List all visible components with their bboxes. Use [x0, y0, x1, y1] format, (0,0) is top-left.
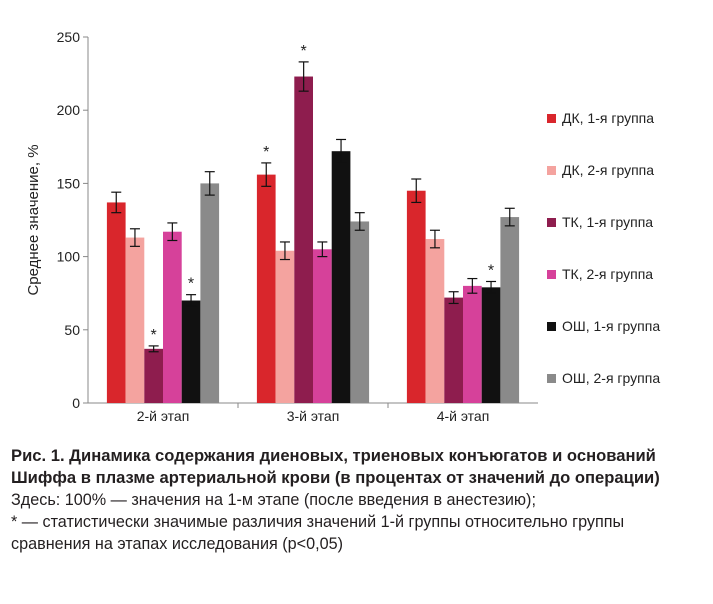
bar [481, 287, 501, 403]
legend: ДК, 1-я группа ДК, 2-я группа ТК, 1-я груп… [547, 92, 707, 404]
caption-note-2: * — статистически значимые различия знач… [11, 513, 625, 553]
legend-swatch [547, 269, 556, 279]
legend-label: ТК, 2-я группа [562, 266, 654, 282]
legend-label: ТК, 1-я группа [562, 214, 654, 230]
y-tick-label: 200 [57, 102, 81, 118]
figure-caption: Рис. 1. Динамика содержания диеновых, тр… [11, 445, 703, 555]
y-tick-label: 50 [64, 322, 80, 338]
bar [444, 297, 463, 403]
bar [163, 231, 182, 403]
bar [500, 217, 520, 403]
legend-swatch [547, 165, 556, 175]
legend-item: ОШ, 2-я группа [547, 352, 707, 404]
caption-title: Рис. 1. Динамика содержания диеновых, тр… [11, 446, 660, 487]
legend-swatch [547, 373, 556, 383]
bar [350, 221, 370, 403]
chart: 0 50 100 150 200 250 Среднее значение, % 2-й эт… [25, 29, 707, 424]
bar [275, 250, 295, 403]
bar [331, 151, 351, 403]
bar [313, 249, 332, 403]
y-axis-label: Среднее значение, % [25, 144, 42, 295]
y-tick-label: 0 [72, 395, 80, 411]
legend-swatch [547, 321, 556, 331]
legend-label: ОШ, 2-я группа [562, 370, 661, 386]
bar [144, 348, 163, 403]
bar [294, 76, 313, 403]
caption-note-1: Здесь: 100% — значения на 1-м этапе (пос… [11, 491, 536, 509]
x-category-label: 3-й этап [287, 408, 340, 424]
bar [406, 190, 426, 403]
bar [256, 174, 276, 403]
x-category-label: 2-й этап [137, 408, 190, 424]
legend-item: ОШ, 1-я группа [547, 300, 707, 352]
legend-item: ДК, 1-я группа [547, 92, 707, 144]
significance-marker: * [301, 43, 307, 60]
y-tick-label: 150 [57, 175, 81, 191]
bar [425, 239, 445, 403]
bar [106, 202, 126, 403]
significance-marker: * [151, 327, 157, 344]
y-tick-label: 100 [57, 249, 81, 265]
legend-swatch [547, 217, 556, 227]
x-category-label: 4-й этап [437, 408, 490, 424]
significance-marker: * [488, 262, 494, 279]
legend-item: ТК, 1-я группа [547, 196, 707, 248]
legend-item: ДК, 2-я группа [547, 144, 707, 196]
bar [463, 285, 482, 403]
legend-label: ДК, 2-я группа [562, 162, 655, 178]
legend-item: ТК, 2-я группа [547, 248, 707, 300]
significance-marker: * [263, 144, 269, 161]
bar [125, 237, 145, 403]
significance-marker: * [188, 276, 194, 293]
chart-plot: 0 50 100 150 200 250 Среднее значение, % 2-й эт… [25, 29, 538, 424]
bar [181, 300, 201, 403]
y-tick-label: 250 [57, 29, 81, 45]
legend-label: ОШ, 1-я группа [562, 318, 661, 334]
legend-swatch [547, 113, 556, 123]
legend-label: ДК, 1-я группа [562, 110, 655, 126]
bar [200, 183, 220, 403]
